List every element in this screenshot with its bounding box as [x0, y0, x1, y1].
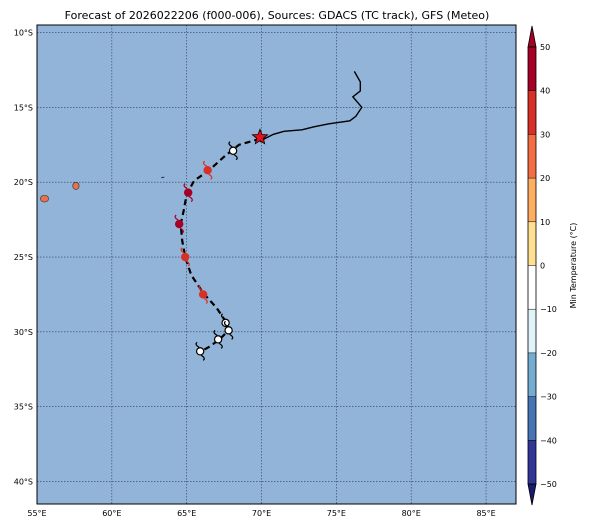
- colorbar-band: [528, 90, 536, 135]
- forecast-point: [202, 160, 213, 180]
- colorbar-band: [528, 221, 536, 266]
- colorbar-band: [528, 352, 536, 397]
- forecast-point: [223, 320, 234, 340]
- y-tick-label: 10°S: [14, 28, 33, 37]
- colorbar-band: [528, 396, 536, 441]
- forecast-point: [213, 329, 223, 349]
- forecast-point: [180, 247, 190, 267]
- island-rodrigues: [161, 176, 165, 179]
- x-tick-label: 60°E: [102, 509, 121, 518]
- y-tick-label: 20°S: [14, 178, 33, 187]
- x-tick-label: 55°E: [27, 509, 46, 518]
- forecast-point-marker: [183, 188, 193, 197]
- colorbar-tick-label: 20: [540, 174, 550, 183]
- y-tick-label: 15°S: [14, 103, 33, 112]
- colorbar-tick-label: 10: [540, 218, 550, 227]
- colorbar-band: [528, 440, 536, 484]
- forecast-point-marker: [213, 335, 223, 344]
- forecast-point: [174, 214, 184, 234]
- colorbar-tick-label: −30: [540, 393, 557, 402]
- cyclone-arm-icon: [195, 341, 200, 348]
- y-tick-label: 30°S: [14, 328, 33, 337]
- colorbar-band: [528, 134, 536, 179]
- forecast-point-marker: [175, 219, 184, 229]
- cyclone-arm-icon: [233, 154, 238, 161]
- island-reunion: [39, 194, 49, 203]
- colorbar-under-arrow: [527, 483, 537, 506]
- colorbar-tick-label: −10: [540, 305, 557, 314]
- cyclone-arm-icon: [200, 354, 205, 361]
- colorbar-tick-label: −20: [540, 349, 557, 358]
- cyclone-arm-icon: [179, 227, 184, 234]
- cyclone-arm-icon: [208, 173, 213, 180]
- cyclone-arm-icon: [223, 320, 228, 327]
- cyclone-arm-icon: [188, 196, 193, 203]
- x-tick-label: 75°E: [327, 509, 346, 518]
- x-axis: 55°E 60°E 65°E 70°E 75°E 80°E 85°E: [27, 509, 495, 518]
- forecast-point: [228, 141, 238, 161]
- forecast-point-marker: [221, 318, 230, 328]
- cyclone-arm-icon: [198, 284, 203, 291]
- forecast-point: [198, 284, 208, 304]
- map-frame: [36, 24, 517, 505]
- ocean-background: [37, 25, 516, 504]
- colorbar-tick-label: 40: [540, 87, 550, 96]
- colorbar-band: [528, 309, 536, 353]
- observed-track-line: [259, 71, 363, 143]
- track-layer: [179, 71, 363, 354]
- colorbar-over-arrow: [527, 25, 537, 48]
- x-tick-label: 85°E: [476, 509, 495, 518]
- y-tick-label: 35°S: [14, 403, 33, 412]
- forecast-point-marker: [198, 290, 208, 299]
- x-tick-label: 70°E: [252, 509, 271, 518]
- colorbar-tick-label: 0: [540, 262, 545, 271]
- colorbar-band: [528, 265, 536, 310]
- cyclone-arm-icon: [174, 214, 179, 221]
- cyclone-arm-icon: [229, 333, 234, 340]
- y-tick-label: 40°S: [14, 478, 33, 487]
- colorbar-label: Min Temperature (°C): [569, 223, 578, 309]
- colorbar: 50 40 30 20 10 0 −10 −20 −30 −40 −50 Min Temperatur…: [527, 25, 578, 506]
- colorbar-tick-label: −40: [540, 436, 557, 445]
- colorbar-band: [528, 47, 536, 91]
- colorbar-tick-label: 30: [540, 130, 550, 139]
- grid-lines: [36, 25, 516, 504]
- chart-title: Forecast of 2026022206 (f000-006), Sourc…: [65, 9, 490, 22]
- x-tick-label: 65°E: [177, 509, 196, 518]
- cyclone-arm-icon: [185, 260, 190, 267]
- forecast-point-marker: [203, 165, 212, 175]
- forecast-point-marker: [180, 252, 190, 262]
- current-position-star-icon: [251, 128, 269, 145]
- forecast-point-marker: [195, 347, 205, 356]
- cyclone-arm-icon: [220, 313, 225, 320]
- map-area: 55°E 60°E 65°E 70°E 75°E 80°E 85°E 10°S 15°S 20°…: [14, 24, 517, 518]
- forecast-point-marker: [228, 146, 238, 155]
- colorbar-tick-label: −50: [540, 480, 557, 489]
- y-tick-label: 25°S: [14, 253, 33, 262]
- cyclone-arm-icon: [228, 141, 233, 148]
- islands-layer: [39, 176, 165, 203]
- cyclone-arm-icon: [180, 247, 185, 254]
- cyclone-arm-icon: [203, 297, 208, 304]
- cyclone-arm-icon: [183, 183, 188, 190]
- island-mauritius: [72, 182, 80, 190]
- cyclone-arm-icon: [213, 329, 218, 336]
- forecast-point: [195, 341, 205, 361]
- cyclone-arm-icon: [202, 160, 207, 167]
- x-tick-label: 80°E: [402, 509, 421, 518]
- cyclone-arm-icon: [218, 342, 223, 349]
- forecast-point: [183, 183, 193, 203]
- forecast-points-layer: [174, 128, 269, 361]
- forecast-point-marker: [224, 326, 233, 335]
- colorbar-tick-label: 50: [540, 43, 550, 52]
- colorbar-band: [528, 178, 536, 222]
- y-axis: 10°S 15°S 20°S 25°S 30°S 35°S 40°S: [14, 28, 33, 486]
- forecast-track-line: [179, 137, 261, 354]
